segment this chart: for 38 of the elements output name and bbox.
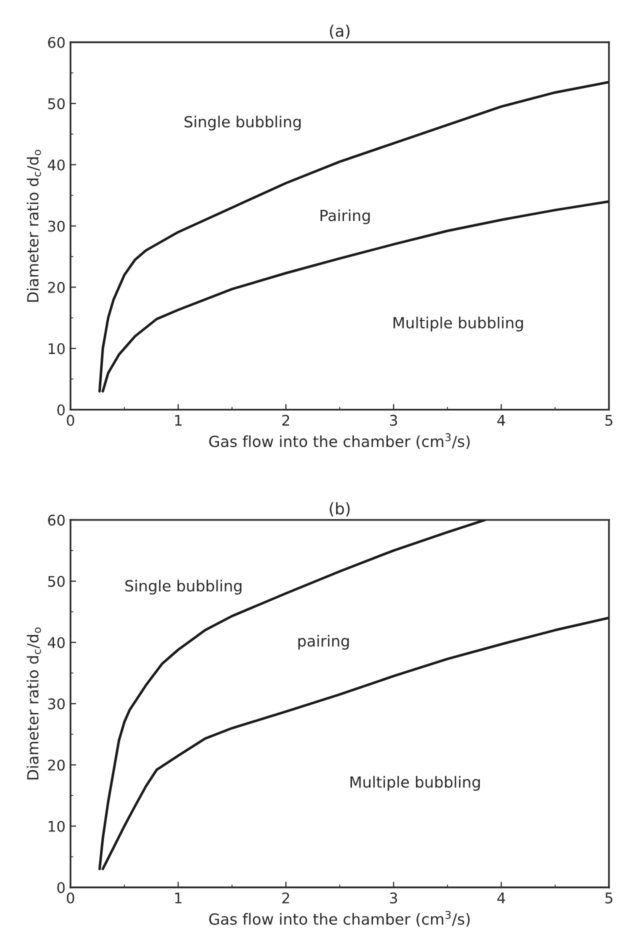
annotation: Single bubbling [184, 116, 301, 130]
y-tick-label: 50 [48, 576, 65, 587]
x-tick-label: 1 [175, 415, 182, 426]
chart-title: (b) [330, 502, 350, 516]
x-tick-label: 5 [605, 892, 612, 904]
annotation: Single bubbling [125, 580, 242, 595]
y-tick-label: 50 [48, 98, 65, 110]
chart-title: (a) [330, 24, 350, 39]
x-tick-label: 5 [605, 415, 612, 426]
x-axis-title: Gas flow into the chamber (cm$^{3}$/s) [209, 910, 470, 927]
x-tick-label: 3 [390, 414, 398, 426]
y-tick-label: 0 [57, 404, 65, 416]
y-axis-title: Diameter ratio d$_{c}$/d$_{o}$ [26, 150, 42, 302]
y-tick-label: 40 [48, 159, 65, 170]
x-axis-title: Gas flow into the chamber (cm$^{3}$/s) [209, 433, 470, 449]
x-tick-label: 3 [390, 892, 398, 904]
y-tick-label: 30 [48, 220, 65, 232]
y-tick-label: 40 [48, 637, 65, 648]
x-tick-label: 0 [66, 892, 74, 904]
y-tick-label: 0 [57, 882, 65, 894]
y-axis-title: Diameter ratio d$_{c}$/d$_{o}$ [26, 628, 42, 780]
annotation: Multiple bubbling [394, 316, 523, 332]
x-tick-label: 2 [282, 414, 290, 426]
y-tick-label: 10 [48, 820, 65, 832]
y-tick-label: 20 [48, 282, 65, 293]
x-tick-label: 1 [175, 892, 182, 904]
y-tick-label: 30 [48, 698, 65, 710]
x-tick-label: 4 [497, 892, 506, 904]
x-tick-label: 0 [66, 414, 74, 426]
x-tick-label: 2 [282, 892, 290, 904]
y-tick-label: 60 [48, 36, 65, 48]
x-tick-label: 4 [497, 415, 506, 426]
y-tick-label: 60 [48, 514, 65, 526]
y-tick-label: 20 [48, 760, 65, 771]
annotation: pairing [298, 634, 349, 650]
annotation: Pairing [320, 209, 370, 224]
annotation: Multiple bubbling [350, 776, 480, 791]
y-tick-label: 10 [48, 343, 65, 354]
